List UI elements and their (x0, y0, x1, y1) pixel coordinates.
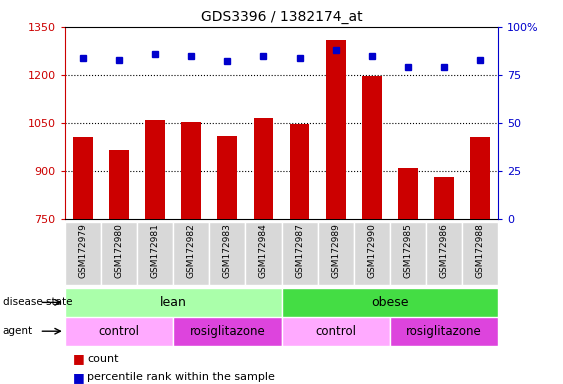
Bar (173, 317, 282, 346)
Bar (282, 288, 498, 317)
Bar (245, 222, 282, 285)
Bar (65, 317, 173, 346)
Bar (253, 118, 274, 384)
Bar (426, 222, 462, 285)
Text: GSM172990: GSM172990 (367, 223, 376, 278)
Text: obese: obese (371, 296, 409, 309)
Bar (65, 222, 101, 285)
Bar (390, 222, 426, 285)
Text: agent: agent (3, 326, 33, 336)
Bar (318, 222, 354, 285)
Text: GDS3396 / 1382174_at: GDS3396 / 1382174_at (200, 10, 363, 23)
Bar (462, 222, 498, 285)
Text: GSM172987: GSM172987 (295, 223, 304, 278)
Text: control: control (315, 325, 356, 338)
Text: count: count (87, 354, 119, 364)
Text: GSM172989: GSM172989 (331, 223, 340, 278)
Bar (217, 136, 237, 384)
Bar (73, 137, 93, 384)
Bar (289, 124, 310, 384)
Bar (434, 177, 454, 384)
Bar (109, 150, 129, 384)
Bar (137, 222, 173, 285)
Text: GSM172979: GSM172979 (78, 223, 87, 278)
Text: rosiglitazone: rosiglitazone (406, 325, 482, 338)
Text: GSM172982: GSM172982 (187, 223, 196, 278)
Bar (362, 76, 382, 384)
Text: GSM172981: GSM172981 (150, 223, 159, 278)
Bar (390, 317, 498, 346)
Text: GSM172988: GSM172988 (476, 223, 485, 278)
Text: GSM172980: GSM172980 (114, 223, 123, 278)
Bar (181, 122, 201, 384)
Bar (209, 222, 245, 285)
Text: GSM172983: GSM172983 (223, 223, 232, 278)
Text: control: control (99, 325, 140, 338)
Text: GSM172985: GSM172985 (404, 223, 413, 278)
Bar (470, 137, 490, 384)
Bar (282, 317, 390, 346)
Bar (65, 288, 282, 317)
Bar (173, 222, 209, 285)
Bar (398, 168, 418, 384)
Text: lean: lean (160, 296, 186, 309)
Text: rosiglitazone: rosiglitazone (189, 325, 265, 338)
Bar (101, 222, 137, 285)
Bar (326, 40, 346, 384)
Text: ■: ■ (73, 371, 85, 384)
Text: disease state: disease state (3, 297, 72, 308)
Text: percentile rank within the sample: percentile rank within the sample (87, 372, 275, 382)
Text: GSM172986: GSM172986 (440, 223, 449, 278)
Bar (282, 222, 318, 285)
Bar (145, 120, 165, 384)
Bar (354, 222, 390, 285)
Text: GSM172984: GSM172984 (259, 223, 268, 278)
Text: ■: ■ (73, 353, 85, 366)
